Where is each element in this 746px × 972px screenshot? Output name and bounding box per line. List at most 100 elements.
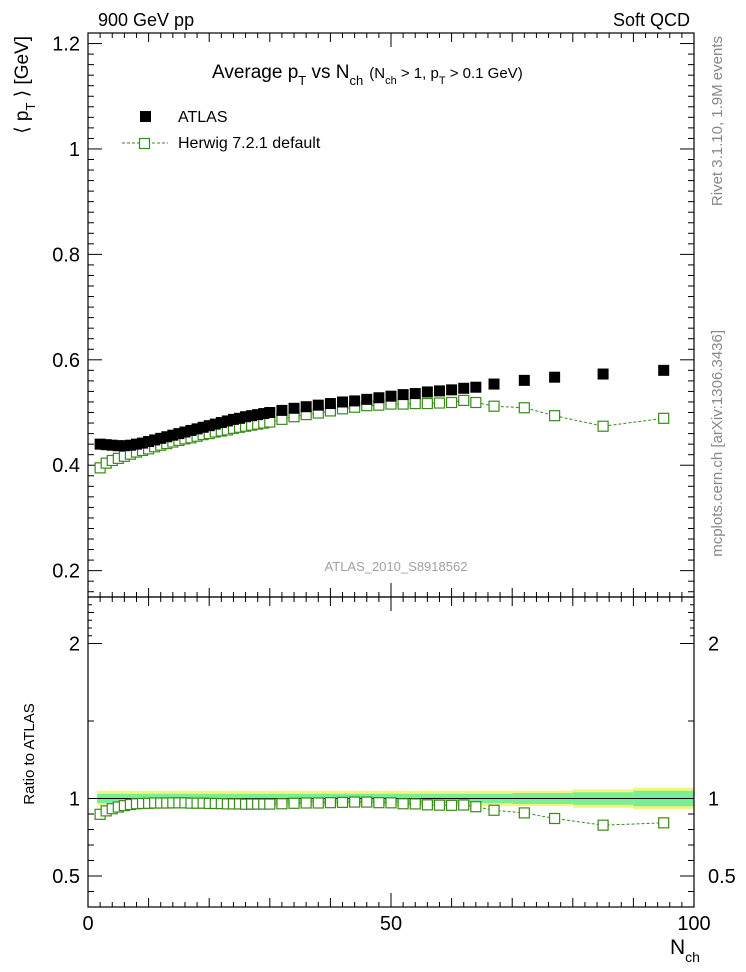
atlas-point xyxy=(130,438,142,450)
atlas-point xyxy=(361,393,373,405)
y-axis-label: ⟨ pT ⟩ [GeV] xyxy=(12,36,38,134)
ratio-point xyxy=(361,796,373,808)
atlas-point xyxy=(658,364,670,376)
atlas-point xyxy=(433,385,445,397)
legend-label-herwig: Herwig 7.2.1 default xyxy=(178,135,321,152)
atlas-point xyxy=(149,434,161,446)
ratio-point xyxy=(409,798,421,810)
ratio-point xyxy=(446,799,458,811)
y-tick-label: 0.6 xyxy=(52,350,80,372)
atlas-point xyxy=(518,374,530,386)
title-cut-mid: > 1, p xyxy=(397,65,439,82)
ratio-y-tick-label: 1 xyxy=(69,789,80,811)
ratio-y-tick-label-right: 1 xyxy=(708,789,719,811)
atlas-point xyxy=(349,395,361,407)
atlas-point xyxy=(234,412,245,424)
atlas-point xyxy=(300,401,312,413)
atlas-point xyxy=(161,431,173,443)
ratio-y-tick-label-right: 2 xyxy=(708,634,719,656)
atlas-point xyxy=(240,411,252,423)
ratio-point xyxy=(397,798,409,810)
y-tick-label: 1.2 xyxy=(52,34,80,56)
ratio-point xyxy=(264,798,276,810)
title-sub2: ch xyxy=(350,73,364,88)
title-mid: vs N xyxy=(306,62,349,83)
herwig-point xyxy=(458,394,470,406)
herwig-point xyxy=(409,397,421,410)
atlas-point xyxy=(185,424,197,436)
atlas-point xyxy=(288,402,300,414)
xlabel-sub: ch xyxy=(685,949,700,965)
atlas-point xyxy=(421,386,433,398)
legend-marker-atlas xyxy=(140,111,151,122)
atlas-point xyxy=(549,371,561,383)
header-left: 900 GeV pp xyxy=(98,10,194,30)
atlas-point xyxy=(385,390,397,402)
ratio-point xyxy=(385,797,397,809)
atlas-point xyxy=(409,388,421,400)
ratio-point xyxy=(300,797,312,809)
legend: ATLAS Herwig 7.2.1 default xyxy=(122,109,321,152)
atlas-point xyxy=(173,428,185,440)
ratio-y-tick-label-right: 0.5 xyxy=(708,866,736,888)
atlas-point xyxy=(246,410,258,422)
ratio-point xyxy=(458,799,470,811)
y-tick-label: 0.2 xyxy=(52,561,80,583)
ratio-panel: 0 50 100 0.5 0.5 1 1 2 2 xyxy=(52,596,736,935)
title-main: Average p xyxy=(212,62,298,83)
ratio-y-tick-label: 2 xyxy=(69,634,80,656)
title-sub1: T xyxy=(298,73,306,88)
ratio-point xyxy=(288,797,300,809)
ylabel-sub: T xyxy=(23,103,38,111)
header-right: Soft QCD xyxy=(613,10,690,30)
ratio-point xyxy=(488,804,500,816)
atlas-point xyxy=(446,384,458,396)
title-cut-sub2: T xyxy=(439,75,446,87)
ratio-point xyxy=(597,819,609,831)
atlas-point xyxy=(312,399,324,411)
atlas-point xyxy=(124,439,136,451)
y-tick-label: 0.8 xyxy=(52,244,80,266)
herwig-point xyxy=(597,420,609,432)
atlas-point xyxy=(215,417,227,429)
mcplots-label: mcplots.cern.ch [arXiv:1306.3436] xyxy=(709,330,726,557)
atlas-point xyxy=(106,439,118,451)
atlas-point xyxy=(488,378,500,390)
herwig-point xyxy=(518,402,530,414)
atlas-point xyxy=(258,408,270,420)
atlas-point xyxy=(137,437,149,449)
atlas-point xyxy=(597,368,609,380)
ylabel-open: ⟨ p xyxy=(12,111,33,134)
ratio-point xyxy=(433,799,446,811)
legend-marker-herwig xyxy=(138,137,151,150)
x-tick-label: 0 xyxy=(82,913,93,935)
legend-label-atlas: ATLAS xyxy=(178,109,228,126)
y-tick-label: 1 xyxy=(69,139,80,161)
atlas-point xyxy=(276,404,288,416)
rivet-label: Rivet 3.1.10, 1.9M events xyxy=(709,36,726,206)
y-tick-label: 0.4 xyxy=(52,455,80,477)
atlas-point xyxy=(118,440,130,452)
atlas-point xyxy=(373,392,385,404)
atlas-point xyxy=(191,423,203,435)
ratio-point xyxy=(421,799,433,811)
ratio-point xyxy=(549,812,561,825)
ratio-point xyxy=(324,797,336,809)
herwig-point xyxy=(658,412,670,424)
herwig-point xyxy=(433,397,446,409)
analysis-watermark: ATLAS_2010_S8918562 xyxy=(325,559,468,574)
xlabel-main: N xyxy=(670,936,685,959)
atlas-point xyxy=(324,398,336,410)
atlas-point xyxy=(155,432,167,444)
ratio-point xyxy=(658,817,670,829)
atlas-point xyxy=(337,396,349,408)
atlas-point xyxy=(112,440,124,452)
atlas-point xyxy=(167,429,179,441)
ratio-y-tick-label: 0.5 xyxy=(52,866,80,888)
ratio-point xyxy=(312,797,324,809)
atlas-point xyxy=(221,415,233,427)
herwig-point xyxy=(470,396,482,409)
atlas-point xyxy=(227,413,239,425)
ratio-point xyxy=(276,798,288,810)
